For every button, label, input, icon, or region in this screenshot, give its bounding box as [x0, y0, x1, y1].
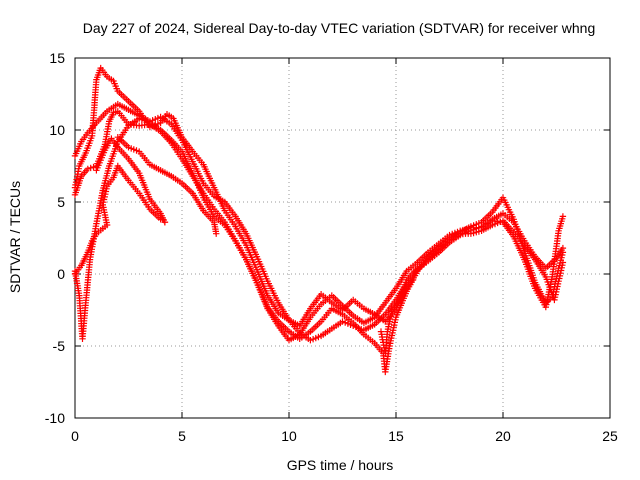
x-tick-label: 20 — [495, 428, 511, 444]
series-track-f — [93, 135, 169, 226]
data-point — [559, 249, 567, 256]
series-track-e — [71, 162, 166, 278]
x-tick-label: 10 — [281, 428, 297, 444]
plot-frame — [74, 57, 611, 419]
y-tick-label: -10 — [45, 410, 65, 426]
grid-lines — [75, 58, 610, 418]
x-axis-label: GPS time / hours — [287, 457, 394, 473]
data-point — [213, 230, 220, 237]
series-track-h — [377, 276, 417, 357]
x-tick-label: 15 — [388, 428, 404, 444]
data-point — [90, 163, 97, 171]
y-tick-label: 15 — [49, 50, 65, 66]
data-point — [559, 213, 567, 220]
y-axis-label: SDTVAR / TECUs — [7, 181, 23, 293]
y-tick-label: 0 — [57, 266, 65, 282]
data-point — [84, 165, 91, 173]
series-track-g — [114, 134, 220, 237]
data-point — [161, 219, 169, 226]
data-point — [409, 276, 417, 283]
x-tick-label: 5 — [178, 428, 186, 444]
chart-title: Day 227 of 2024, Sidereal Day-to-day VTE… — [83, 20, 596, 36]
x-tick-label: 0 — [71, 428, 79, 444]
axis-ticks: 0 5 10 15 20 25 -10 -5 0 5 10 15 — [45, 50, 618, 444]
data-point — [87, 164, 94, 172]
y-tick-label: 5 — [57, 194, 65, 210]
y-tick-label: 10 — [49, 122, 65, 138]
data-points — [71, 64, 567, 376]
y-tick-label: -5 — [53, 338, 66, 354]
data-point — [559, 259, 567, 266]
x-tick-label: 25 — [602, 428, 618, 444]
